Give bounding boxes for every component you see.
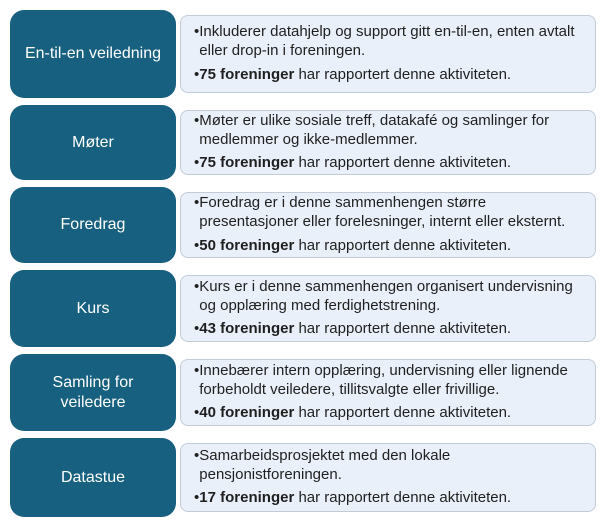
activity-description-box: • Møter er ulike sosiale treff, datakafé… (180, 110, 596, 175)
bullet-dot-icon: • (194, 320, 200, 338)
bullet-dot-icon: • (194, 446, 200, 464)
bullet-item: • 75 foreninger har rapportert denne akt… (194, 66, 585, 85)
bullet-dot-icon: • (194, 404, 200, 422)
bullet-text: har rapportert denne aktiviteten. (294, 236, 512, 254)
bullet-bold-text: 17 foreninger (199, 489, 295, 507)
bullet-text: Innebærer intern opplæring, undervisning… (199, 361, 568, 398)
bullet-text: Samarbeidsprosjektet med den lokale pens… (199, 446, 451, 483)
activity-row: Kurs • Kurs er i denne sammenhengen orga… (10, 270, 596, 347)
bullet-item: • 50 foreninger har rapportert denne akt… (194, 237, 585, 256)
category-label: Samling for veiledere (52, 373, 134, 411)
activity-row: Datastue • Samarbeidsprosjektet med den … (10, 438, 596, 517)
bullet-item: • 40 foreninger har rapportert denne akt… (194, 404, 585, 423)
bullet-bold-text: 40 foreninger (199, 404, 295, 422)
activity-description-box: • Foredrag er i denne sammenhengen størr… (180, 192, 596, 258)
bullet-item: • 75 foreninger har rapportert denne akt… (194, 154, 585, 173)
bullet-dot-icon: • (194, 111, 200, 129)
category-label-box: Datastue (10, 438, 176, 517)
activity-row: Samling for veiledere • Innebærer intern… (10, 354, 596, 431)
bullet-text: har rapportert denne aktiviteten. (294, 489, 512, 507)
activity-description-box: • Innebærer intern opplæring, undervisni… (180, 359, 596, 426)
bullet-item: • Innebærer intern opplæring, undervisni… (194, 362, 585, 400)
category-label: En-til-en veiledning (24, 45, 162, 62)
bullet-text: Foredrag er i denne sammenhengen større … (199, 194, 566, 231)
bullet-item: • Samarbeidsprosjektet med den lokale pe… (194, 447, 585, 485)
bullet-item: • Foredrag er i denne sammenhengen størr… (194, 194, 585, 232)
category-label: Kurs (76, 299, 110, 317)
bullet-bold-text: 75 foreninger (199, 65, 295, 83)
bullet-item: • Inkluderer datahjelp og support gitt e… (194, 23, 585, 61)
bullet-text: har rapportert denne aktiviteten. (294, 154, 512, 172)
category-label-box: Samling for veiledere (10, 354, 176, 431)
category-label-box: En-til-en veiledning (10, 10, 176, 98)
bullet-item: • Kurs er i denne sammenhengen organiser… (194, 278, 585, 316)
bullet-dot-icon: • (194, 489, 200, 507)
activity-description-box: • Inkluderer datahjelp og support gitt e… (180, 15, 596, 93)
category-label-box: Møter (10, 105, 176, 180)
bullet-text: har rapportert denne aktiviteten. (294, 65, 512, 83)
category-label-box: Kurs (10, 270, 176, 347)
activity-description-box: • Samarbeidsprosjektet med den lokale pe… (180, 443, 596, 512)
bullet-dot-icon: • (194, 236, 200, 254)
category-label: Datastue (60, 468, 126, 486)
bullet-text: Inkluderer datahjelp og support gitt en-… (199, 23, 575, 60)
bullet-text: Møter er ulike sosiale treff, datakafé o… (199, 111, 550, 148)
bullet-item: • 43 foreninger har rapportert denne akt… (194, 320, 585, 339)
category-label: Foredrag (60, 216, 126, 233)
bullet-bold-text: 75 foreninger (199, 154, 295, 172)
category-label: Møter (72, 133, 114, 151)
bullet-bold-text: 50 foreninger (199, 236, 295, 254)
activity-row: En-til-en veiledning • Inkluderer datahj… (10, 10, 596, 98)
activity-description-box: • Kurs er i denne sammenhengen organiser… (180, 275, 596, 342)
bullet-item: • 17 foreninger har rapportert denne akt… (194, 489, 585, 508)
bullet-text: Kurs er i denne sammenhengen organisert … (199, 277, 573, 314)
category-label-box: Foredrag (10, 187, 176, 263)
bullet-dot-icon: • (194, 154, 200, 172)
activity-row: Møter • Møter er ulike sosiale treff, da… (10, 105, 596, 180)
bullet-item: • Møter er ulike sosiale treff, datakafé… (194, 112, 585, 150)
bullet-text: har rapportert denne aktiviteten. (294, 320, 512, 338)
bullet-dot-icon: • (194, 65, 200, 83)
bullet-dot-icon: • (194, 194, 200, 212)
activity-row: Foredrag • Foredrag er i denne sammenhen… (10, 187, 596, 263)
bullet-dot-icon: • (194, 361, 200, 379)
bullet-text: har rapportert denne aktiviteten. (294, 404, 512, 422)
bullet-dot-icon: • (194, 23, 200, 41)
bullet-bold-text: 43 foreninger (199, 320, 295, 338)
bullet-dot-icon: • (194, 277, 200, 295)
